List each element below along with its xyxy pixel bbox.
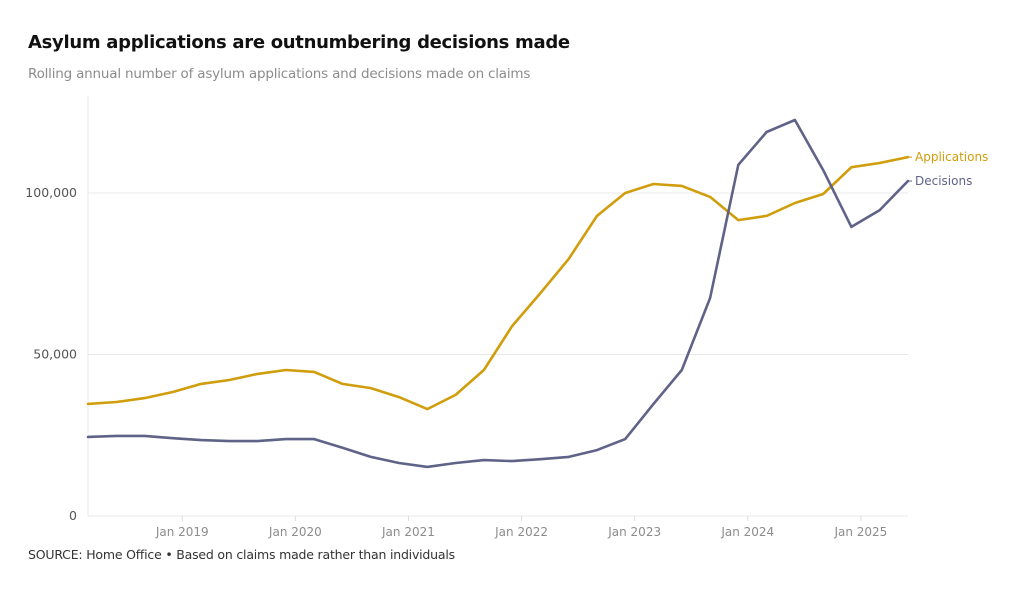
chart-subtitle: Rolling annual number of asylum applicat… [28,66,531,82]
x-tick-label: Jan 2020 [268,525,322,539]
x-tick-label: Jan 2025 [833,525,887,539]
x-tick-label: Jan 2023 [607,525,661,539]
series-line-decisions [86,118,910,469]
series-labels: Applications Decisions [908,150,988,188]
chart-title: Asylum applications are outnumbering dec… [28,32,570,53]
x-tick-label: Jan 2022 [494,525,548,539]
y-tick-label: 50,000 [33,347,77,362]
series-label-applications: Applications [915,150,988,164]
series-group [86,118,910,469]
series-line-applications [86,155,910,411]
grid-lines [88,192,908,517]
series-label-decisions: Decisions [915,174,972,188]
x-tick-label: Jan 2021 [381,525,435,539]
x-tick-label: Jan 2024 [720,525,774,539]
y-axis-ticks: 0 50,000 100,000 [25,185,77,523]
x-tick-label: Jan 2019 [155,525,209,539]
x-axis-ticks: Jan 2019 Jan 2020 Jan 2021 Jan 2022 Jan 2023… [155,516,887,539]
source-note: SOURCE: Home Office • Based on claims ma… [28,547,455,562]
y-tick-label: 100,000 [25,185,77,200]
y-tick-label: 0 [69,508,77,523]
